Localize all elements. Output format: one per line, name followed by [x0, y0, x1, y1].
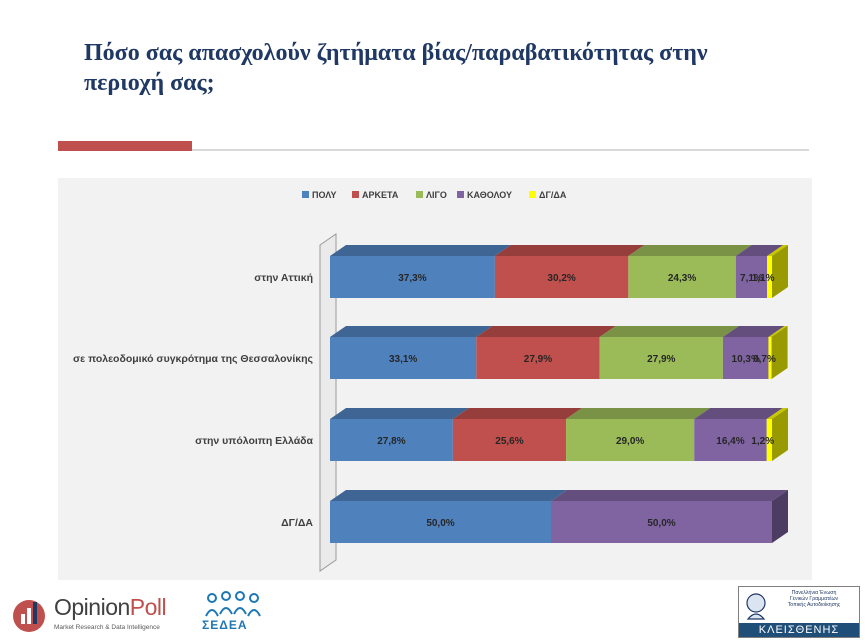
bars: [330, 245, 788, 543]
kleisthenis-logo: Πανελλήνια Ένωση Γενικών Γραμματέων Τοπι…: [738, 586, 860, 638]
kleisthenis-bust-icon: [746, 593, 766, 620]
bar-segment: [694, 419, 767, 461]
page-title: Πόσο σας απασχολούν ζητήματα βίας/παραβα…: [84, 38, 844, 98]
title-line-2: περιοχή σας;: [84, 70, 215, 96]
bar-segment: [628, 256, 736, 298]
axis-wall: [319, 233, 337, 572]
bar-segment: [330, 337, 477, 379]
kleisthenis-wordmark: ΚΛΕΙΣΘΕΝΗΣ: [739, 623, 859, 637]
data-label: 1,2%: [751, 436, 774, 447]
legend-label: ΚΑΘΟΛΟΥ: [467, 190, 512, 200]
bar-segment: [722, 337, 769, 379]
bar-side: [772, 245, 788, 298]
bar-side: [772, 490, 788, 543]
category-label: σε πολεοδομικό συγκρότημα της Θεσσαλονίκ…: [73, 353, 314, 365]
data-label: 30,2%: [547, 273, 575, 284]
bar-segment-top: [599, 326, 739, 337]
data-label: 27,9%: [647, 354, 675, 365]
legend-swatch: [302, 191, 309, 198]
legend-label: ΠΟΛΥ: [312, 190, 336, 200]
bar-segment-top: [694, 408, 783, 419]
accent-bar: [58, 141, 192, 151]
bar-segment-top: [766, 408, 788, 419]
bar-segment-top: [476, 326, 616, 337]
divider-line: [192, 149, 809, 151]
data-label: 24,3%: [668, 273, 696, 284]
legend-label: ΔΓ/ΔΑ: [539, 190, 567, 200]
data-label: 37,3%: [398, 273, 426, 284]
bar-side: [771, 326, 788, 379]
data-label: 27,9%: [524, 354, 552, 365]
bar-segment: [330, 256, 495, 298]
data-label: 50,0%: [647, 518, 675, 529]
legend-label: ΑΡΚΕΤΑ: [362, 190, 399, 200]
data-label: 33,1%: [389, 354, 417, 365]
bar-segment: [766, 419, 772, 461]
legend-label: ΛΙΓΟ: [426, 190, 447, 200]
legend-swatch: [352, 191, 359, 198]
bar-segment-top: [452, 408, 583, 419]
category-label: στην υπόλοιπη Ελλάδα: [195, 435, 313, 447]
bar-segment: [566, 419, 695, 461]
legend-swatch: [457, 191, 464, 198]
category-label: στην Αττική: [254, 272, 313, 284]
bar-segment: [452, 419, 567, 461]
category-label: ΔΓ/ΔΑ: [281, 517, 313, 529]
bar-segment-top: [566, 408, 711, 419]
bar-segment-top: [768, 326, 788, 337]
data-label: 27,8%: [377, 436, 405, 447]
bar-segment: [476, 337, 600, 379]
bar-segment: [735, 256, 768, 298]
bar-side: [772, 408, 788, 461]
data-label: 0,7%: [753, 354, 776, 365]
opinionpoll-mark-icon: [13, 600, 45, 632]
bar-segment-top: [330, 245, 511, 256]
bar-segment: [330, 501, 551, 543]
bar-segment-top: [551, 490, 788, 501]
legend-swatch: [416, 191, 423, 198]
bar-segment-top: [330, 408, 469, 419]
bar-segment: [768, 337, 772, 379]
bar-segment-top: [628, 245, 752, 256]
bar-segment: [330, 419, 453, 461]
data-labels: 37,3% 30,2% 24,3% 7,1%1,1% 33,1% 27,9% 27,9% 10…: [377, 273, 776, 529]
bar-segment-top: [330, 490, 567, 501]
legend: ΠΟΛΥ ΑΡΚΕΤΑ ΛΙΓΟ ΚΑΘΟΛΟΥ ΔΓ/ΔΑ: [302, 190, 567, 200]
bar-segment-top: [722, 326, 785, 337]
category-labels: στην Αττική σε πολεοδομικό συγκρότημα της…: [73, 272, 314, 529]
opinionpoll-logo: OpinionPoll Market Research & Data Intel…: [8, 588, 178, 638]
bar-segment: [551, 501, 772, 543]
sedea-people-icon: [205, 591, 261, 617]
sedea-wordmark: ΣΕΔΕΑ: [202, 618, 248, 632]
bar-segment-top: [767, 245, 788, 256]
bar-segment: [494, 256, 629, 298]
bar-segment: [767, 256, 772, 298]
opinionpoll-wordmark: OpinionPoll: [54, 594, 167, 620]
bar-segment-top: [330, 326, 493, 337]
data-label: 16,4%: [716, 436, 744, 447]
opinionpoll-tagline: Market Research & Data Intelligence: [54, 624, 160, 631]
kleisthenis-subtitle: Πανελλήνια Ένωση Γενικών Γραμματέων Τοπι…: [787, 590, 841, 608]
bar-segment-top: [735, 245, 784, 256]
sedea-logo: ΣΕΔΕΑ: [200, 590, 264, 636]
data-label: 10,3%: [732, 354, 760, 365]
bar-segment-top: [494, 245, 645, 256]
data-label: 29,0%: [616, 436, 644, 447]
data-label: 25,6%: [495, 436, 523, 447]
data-label: 7,1%: [740, 273, 763, 284]
data-label: 50,0%: [426, 518, 454, 529]
data-label: 1,1%: [752, 273, 775, 284]
legend-swatch: [529, 191, 536, 198]
title-line-1: Πόσο σας απασχολούν ζητήματα βίας/παραβα…: [84, 40, 708, 66]
chart-axis: [319, 233, 337, 572]
bar-segment: [599, 337, 723, 379]
